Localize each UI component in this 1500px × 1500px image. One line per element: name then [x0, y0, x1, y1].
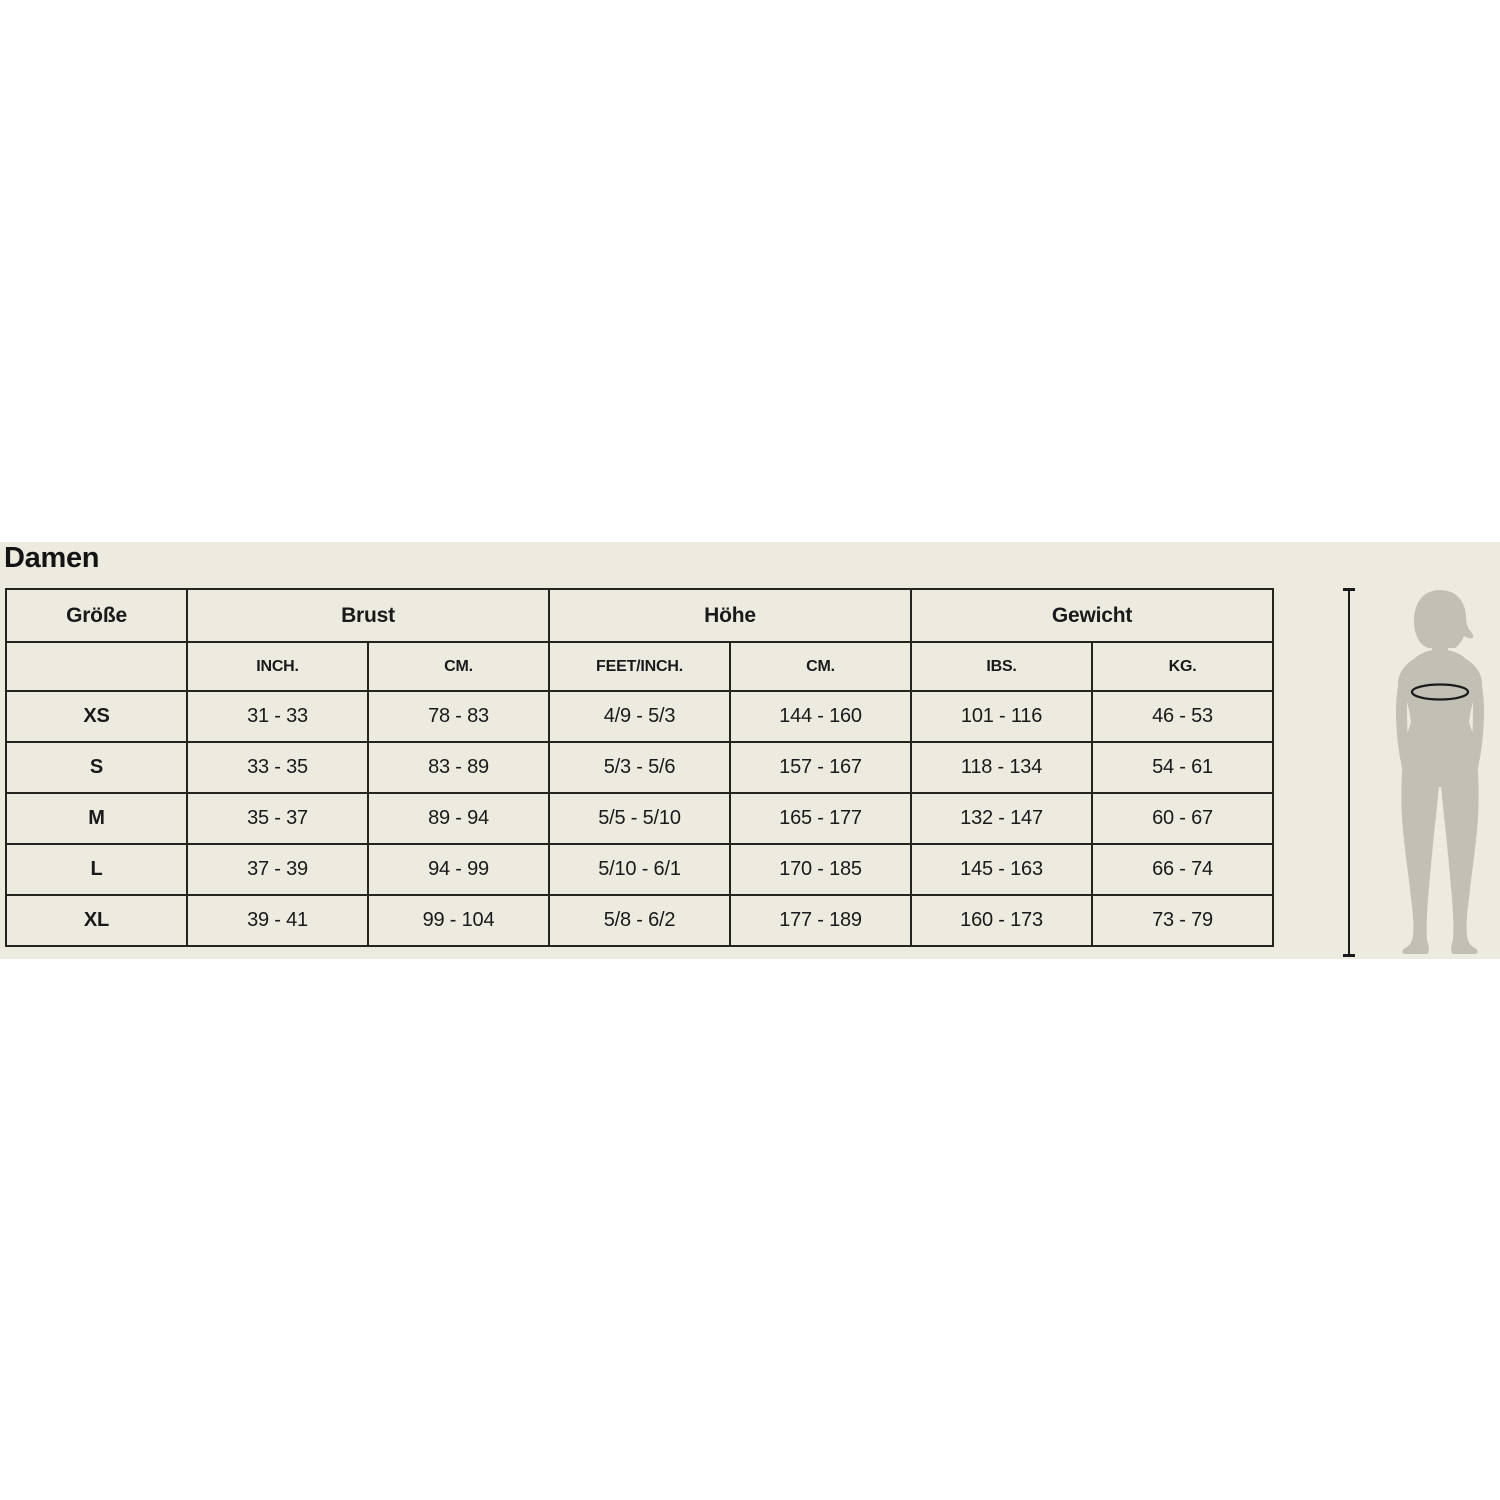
subheader-weight-lbs: IBS.: [910, 641, 1094, 692]
female-body-silhouette-icon: [1396, 590, 1484, 954]
column-header-size: Größe: [5, 588, 188, 643]
subheader-chest-cm: CM.: [367, 641, 550, 692]
table-row-l: L 37 - 39 94 - 99 5/10 - 6/1 170 - 185 1…: [5, 843, 1275, 896]
subheader-chest-inch: INCH.: [186, 641, 369, 692]
value-cell: 99 - 104: [367, 894, 550, 947]
value-cell: 5/5 - 5/10: [548, 792, 731, 845]
table-subheader-row: INCH. CM. FEET/INCH. CM. IBS. KG.: [5, 641, 1275, 692]
column-group-height: Höhe: [547, 588, 913, 643]
value-cell: 170 - 185: [728, 843, 913, 896]
silhouette-right-arm: [1471, 678, 1484, 764]
value-cell: 73 - 79: [1091, 894, 1275, 947]
subheader-empty: [5, 641, 188, 692]
value-cell: 157 - 167: [728, 741, 913, 794]
value-cell: 60 - 67: [1091, 792, 1275, 845]
height-measure-line-icon: [1343, 588, 1355, 957]
value-cell: 4/9 - 5/3: [548, 690, 731, 743]
value-cell: 5/8 - 6/2: [548, 894, 731, 947]
silhouette-left-arm: [1396, 678, 1409, 764]
page-title: Damen: [4, 542, 100, 574]
value-cell: 39 - 41: [186, 894, 369, 947]
value-cell: 5/3 - 5/6: [548, 741, 731, 794]
value-cell: 145 - 163: [910, 843, 1094, 896]
silhouette-head: [1414, 590, 1474, 648]
value-cell: 33 - 35: [186, 741, 369, 794]
value-cell: 78 - 83: [367, 690, 550, 743]
table-row-xs: XS 31 - 33 78 - 83 4/9 - 5/3 144 - 160 1…: [5, 690, 1275, 743]
value-cell: 165 - 177: [728, 792, 913, 845]
value-cell: 46 - 53: [1091, 690, 1275, 743]
subheader-height-cm: CM.: [728, 641, 913, 692]
size-cell: M: [5, 792, 188, 845]
value-cell: 37 - 39: [186, 843, 369, 896]
value-cell: 89 - 94: [367, 792, 550, 845]
silhouette-torso: [1398, 649, 1482, 787]
value-cell: 160 - 173: [910, 894, 1094, 947]
silhouette-left-leg: [1401, 770, 1440, 954]
table-row-s: S 33 - 35 83 - 89 5/3 - 5/6 157 - 167 11…: [5, 741, 1275, 794]
subheader-height-feetinch: FEET/INCH.: [548, 641, 731, 692]
column-group-chest: Brust: [186, 588, 550, 643]
size-cell: XL: [5, 894, 188, 947]
value-cell: 118 - 134: [910, 741, 1094, 794]
value-cell: 132 - 147: [910, 792, 1094, 845]
value-cell: 5/10 - 6/1: [548, 843, 731, 896]
silhouette-right-leg: [1440, 770, 1479, 954]
value-cell: 83 - 89: [367, 741, 550, 794]
table-row-m: M 35 - 37 89 - 94 5/5 - 5/10 165 - 177 1…: [5, 792, 1275, 845]
table-row-xl: XL 39 - 41 99 - 104 5/8 - 6/2 177 - 189 …: [5, 894, 1275, 947]
value-cell: 177 - 189: [728, 894, 913, 947]
table-group-header-row: Größe Brust Höhe Gewicht: [5, 588, 1275, 643]
value-cell: 94 - 99: [367, 843, 550, 896]
value-cell: 101 - 116: [910, 690, 1094, 743]
value-cell: 54 - 61: [1091, 741, 1275, 794]
value-cell: 31 - 33: [186, 690, 369, 743]
size-cell: L: [5, 843, 188, 896]
value-cell: 35 - 37: [186, 792, 369, 845]
chest-circumference-ellipse-icon: [1410, 683, 1470, 701]
size-cell: XS: [5, 690, 188, 743]
value-cell: 66 - 74: [1091, 843, 1275, 896]
subheader-weight-kg: KG.: [1091, 641, 1275, 692]
value-cell: 144 - 160: [728, 690, 913, 743]
column-group-weight: Gewicht: [910, 588, 1275, 643]
size-cell: S: [5, 741, 188, 794]
women-size-table: Größe Brust Höhe Gewicht INCH. CM. FEET/…: [5, 588, 1275, 947]
